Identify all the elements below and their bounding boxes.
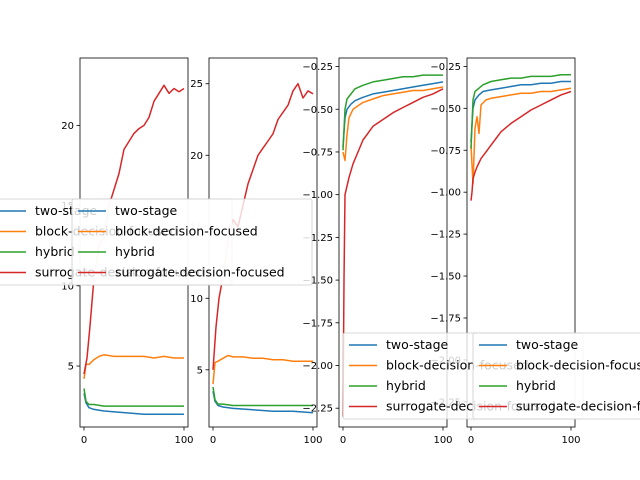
series-line-surrogate-decision-focused [342,88,444,417]
y-tick-label: −1.50 [430,272,461,283]
x-tick-label: 100 [433,435,452,446]
y-tick-label: 20 [61,121,74,132]
series-line-hybrid [342,74,443,151]
x-tick-label: 0 [340,435,346,446]
axes-frame [466,57,576,428]
y-tick-label: −0.25 [302,62,333,73]
series-line-two-stage [212,391,314,414]
legend-box [472,332,640,420]
legend-box [71,198,313,286]
series-line-block-decision-focused [470,87,572,185]
legend-entry: hybrid [35,244,75,259]
legend-entry: block-decision-focused [516,358,640,373]
y-tick-label: −1.00 [302,190,333,201]
y-tick-label: −0.75 [430,146,461,157]
legend-entry: block-decision-focused [115,224,258,239]
subplot-3: 0 100 −2.25 −2.00 −1.75 −1.50 −1.25 −1.00 −0.75 −… [302,57,453,446]
legend-entry: two-stage [516,337,579,352]
y-tick-label: 5 [197,365,203,376]
y-tick-label: −0.50 [302,105,333,116]
y-tick-label: −1.25 [430,230,461,241]
series-line-two-stage [83,393,184,415]
y-tick-label: 10 [190,294,203,305]
series-line-block-decision-focused [342,86,444,162]
x-tick-label: 0 [210,435,216,446]
x-tick-label: 0 [81,435,87,446]
legend-entry: two-stage [115,203,178,218]
series-line-block-decision-focused [212,354,313,385]
x-tick-label: 0 [468,435,474,446]
legend-entry: hybrid [516,378,556,393]
x-tick-label: 100 [174,435,193,446]
y-tick-label: −0.50 [430,104,461,115]
legend-4: two-stage block-decision-focused hybrid sur… [472,332,640,420]
y-tick-label: −1.75 [302,318,333,329]
series-group [342,74,444,417]
y-tick-label: 25 [190,79,203,90]
y-tick-label: −1.00 [430,188,461,199]
y-tick-label: 20 [190,151,203,162]
axes-frame [338,57,448,428]
y-tick-label: −2.25 [302,404,333,415]
y-tick-label: 5 [68,362,74,373]
series-group [470,74,572,201]
series-line-two-stage [470,80,571,142]
legend-2: two-stage block-decision-focused hybrid sur… [71,198,313,286]
series-line-surrogate-decision-focused [470,90,572,201]
series-line-two-stage [342,81,444,147]
y-tick-label: −1.25 [302,233,333,244]
legend-entry: two-stage [386,337,449,352]
y-tick-label: −2.00 [302,361,333,372]
y-tick-label: −1.75 [430,313,461,324]
legend-entry: hybrid [115,244,155,259]
series-line-block-decision-focused [83,354,184,380]
legend-entry: surrogate-decision-focused [115,265,285,280]
legend-entry: hybrid [386,378,426,393]
x-tick-label: 100 [303,435,322,446]
x-tick-label: 100 [561,435,580,446]
series-line-hybrid [83,388,184,407]
y-tick-label: −1.50 [302,276,333,287]
y-tick-label: −0.75 [302,147,333,158]
y-tick-label: −0.25 [430,62,461,73]
y-tick-label: 10 [61,281,74,292]
series-line-hybrid [212,386,313,407]
series-line-hybrid [470,74,571,149]
legend-entry: surrogate-decision-focused [516,399,640,414]
